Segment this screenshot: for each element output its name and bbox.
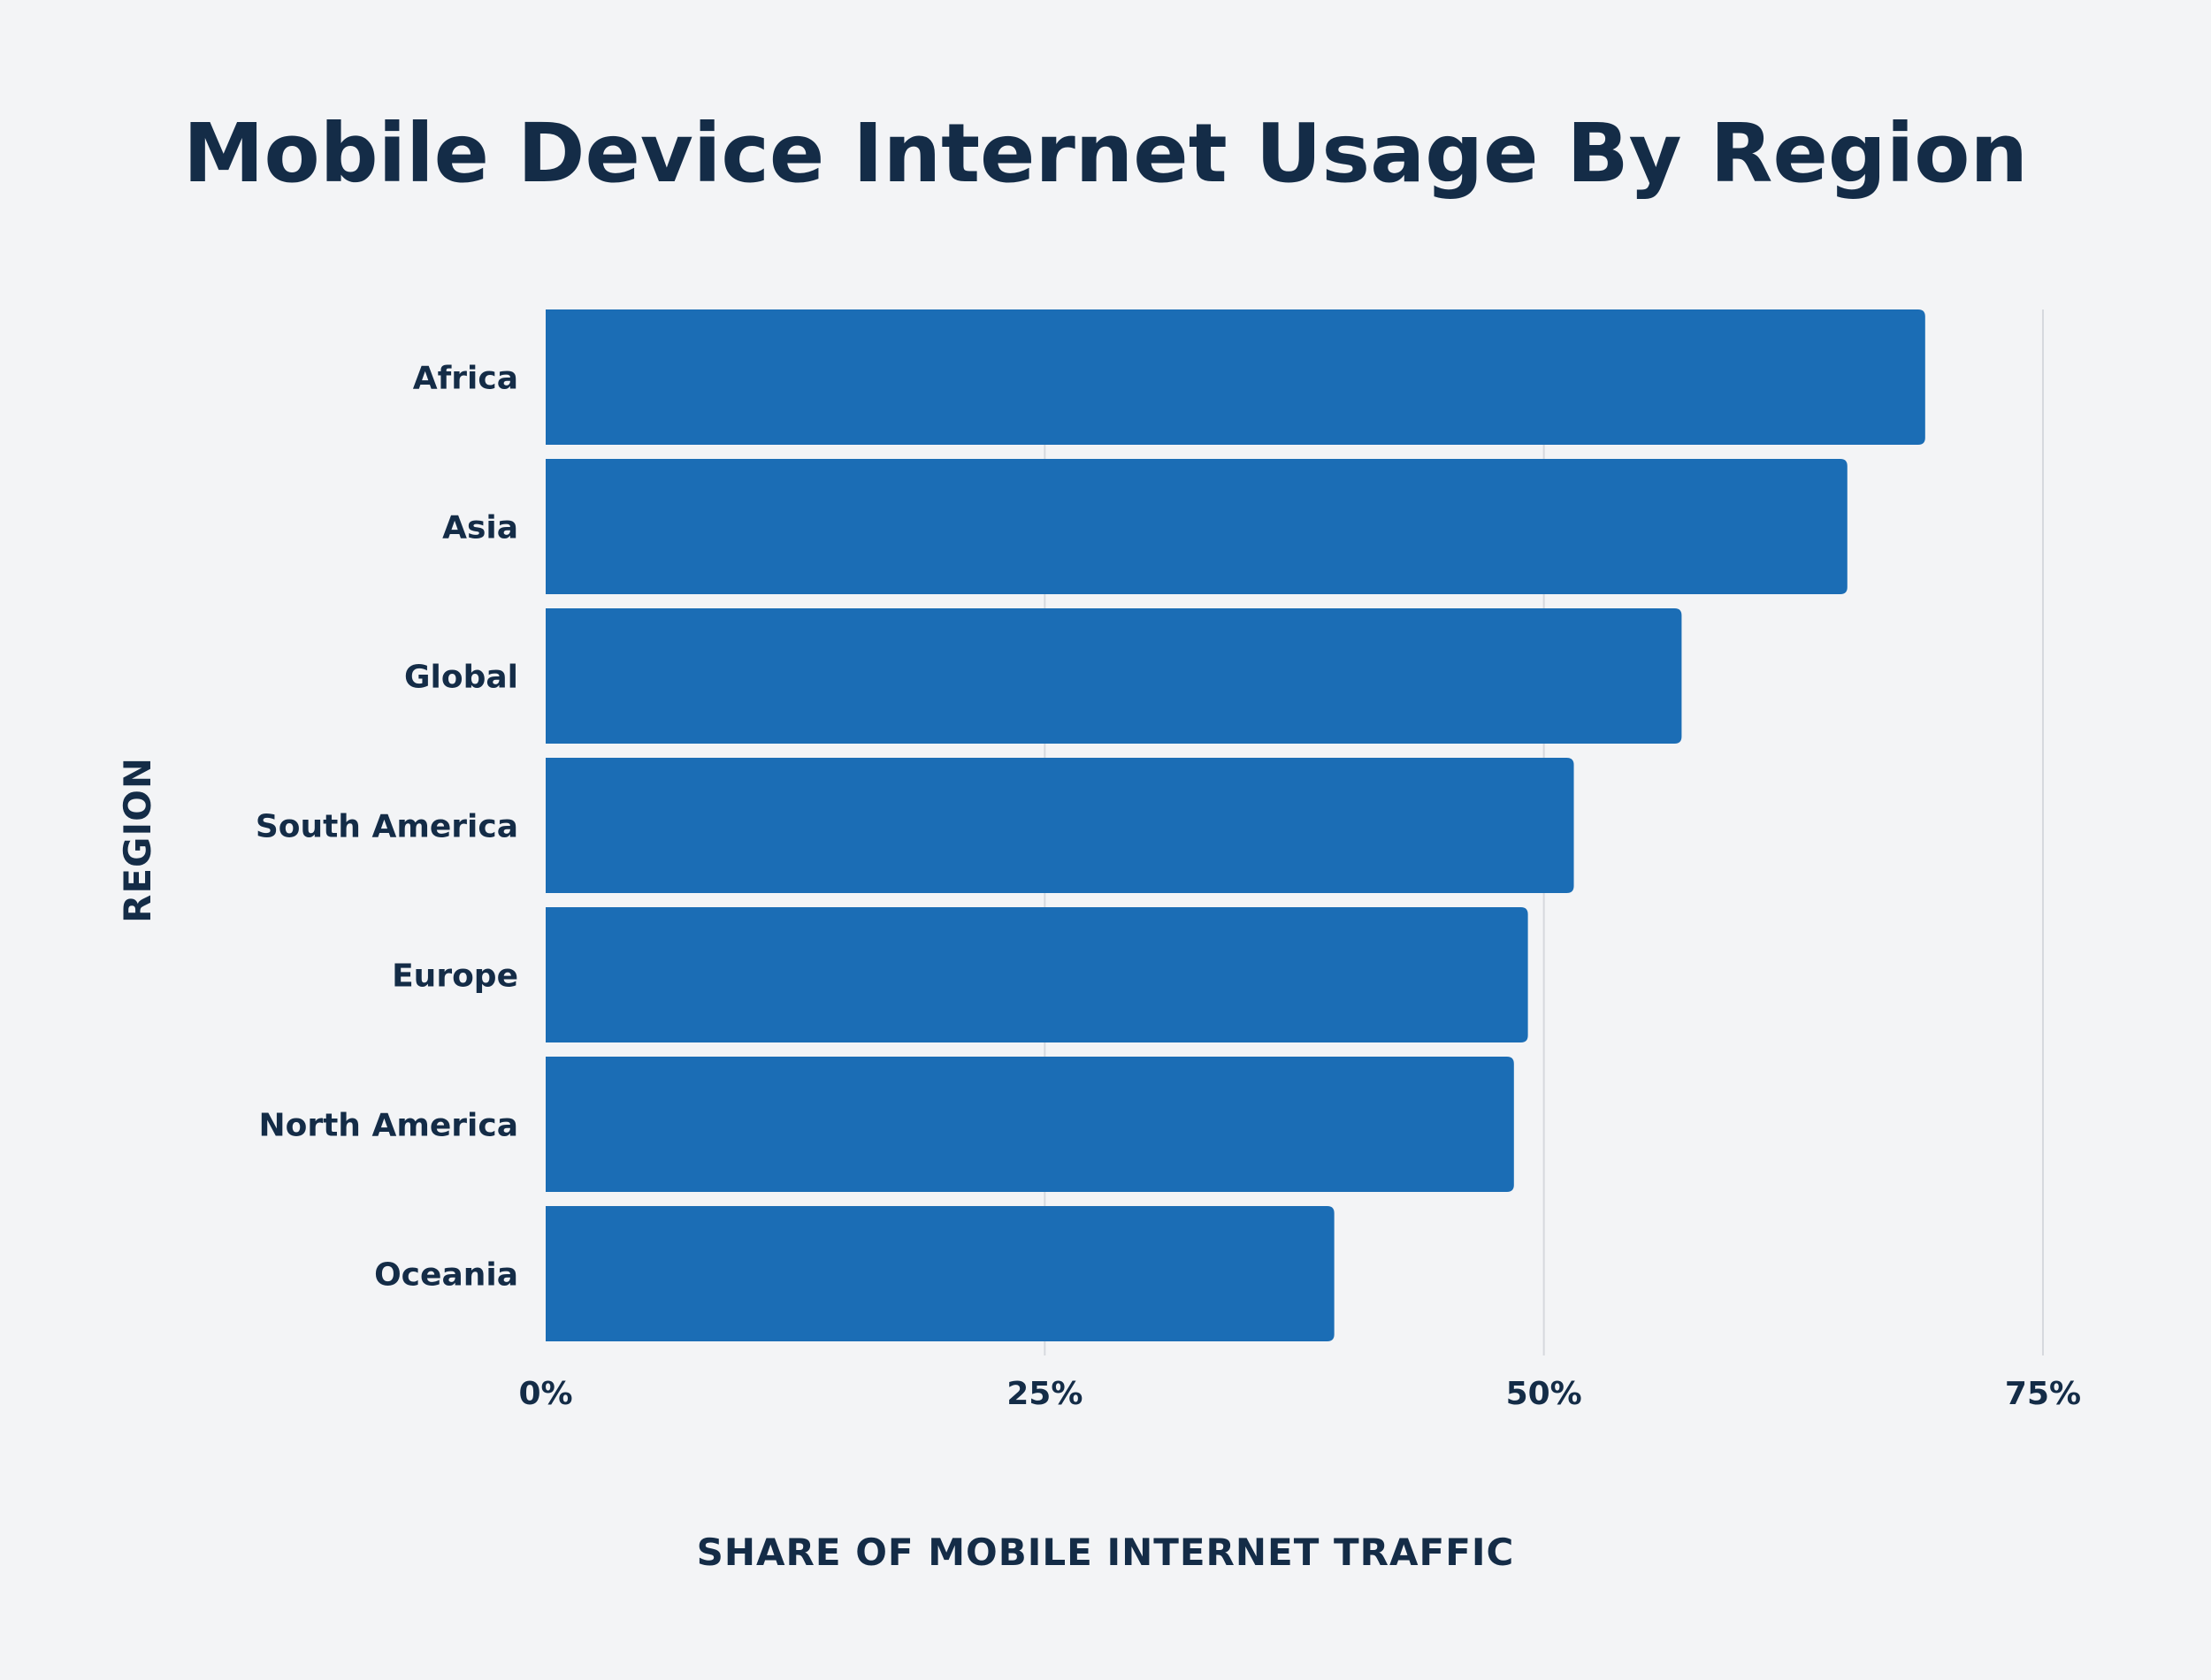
category-label: South America — [256, 809, 518, 845]
bar-south-america — [546, 758, 1574, 893]
y-axis-title: REGION — [116, 757, 159, 923]
category-label: Asia — [442, 510, 518, 546]
bar-north-america — [546, 1057, 1514, 1192]
category-label: Europe — [392, 958, 518, 995]
bars — [546, 309, 1925, 1341]
bar-global — [546, 608, 1682, 744]
bar-asia — [546, 459, 1848, 594]
category-labels: Africa Asia Global South America Europe North… — [256, 361, 518, 1294]
x-tick-label: 25% — [1006, 1376, 1083, 1412]
category-label: North America — [258, 1108, 518, 1144]
category-label: Africa — [413, 361, 518, 397]
x-tick-label: 50% — [1506, 1376, 1582, 1412]
x-tick-labels: 0% 25% 50% 75% — [518, 1376, 2081, 1412]
bar-oceania — [546, 1206, 1335, 1341]
x-axis-title: SHARE OF MOBILE INTERNET TRAFFIC — [697, 1531, 1515, 1574]
bar-africa — [546, 309, 1925, 445]
x-tick-label: 0% — [518, 1376, 572, 1412]
chart-title: Mobile Device Internet Usage By Region — [183, 106, 2028, 201]
category-label: Oceania — [374, 1257, 518, 1294]
bar-europe — [546, 907, 1528, 1042]
x-tick-label: 75% — [2005, 1376, 2081, 1412]
category-label: Global — [404, 660, 518, 696]
